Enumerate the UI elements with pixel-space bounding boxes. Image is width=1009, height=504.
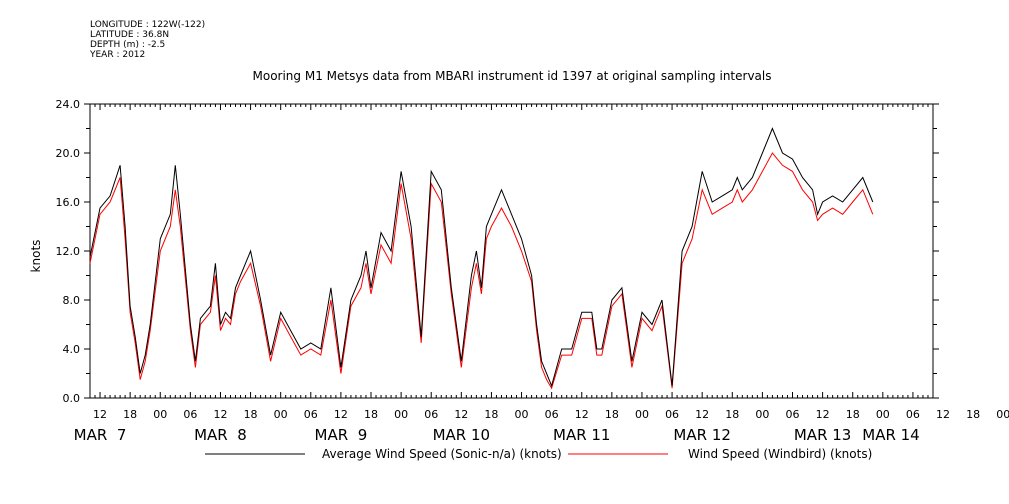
x-date-label: MAR 14 (862, 426, 919, 444)
x-date-label: MAR 8 (194, 426, 247, 444)
x-tick-label: 12 (575, 408, 589, 421)
x-tick-label: 06 (906, 408, 920, 421)
x-tick-label: 12 (334, 408, 348, 421)
x-tick-label: 06 (545, 408, 559, 421)
series-line-average-wind-speed (89, 127, 874, 388)
x-axis: 12 18 00 06 12 18 00 06 12 18 00 06 12 18 00 06 12 18 00 06… (74, 104, 1009, 444)
x-tick-label: 18 (123, 408, 137, 421)
x-tick-label: 12 (936, 408, 950, 421)
x-tick-label: 18 (966, 408, 980, 421)
x-tick-label: 12 (695, 408, 709, 421)
x-tick-label: 06 (424, 408, 438, 421)
series-line-windbird-wind-speed (89, 152, 874, 390)
x-tick-label: 00 (394, 408, 408, 421)
x-date-label: MAR 7 (74, 426, 127, 444)
x-tick-label: 18 (484, 408, 498, 421)
x-tick-label: 18 (846, 408, 860, 421)
x-tick-label: 00 (153, 408, 167, 421)
y-tick-label: 12.0 (56, 245, 81, 258)
y-tick-label: 4.0 (63, 343, 81, 356)
y-tick-label: 20.0 (56, 147, 81, 160)
y-tick-label: 0.0 (63, 392, 81, 405)
x-date-label: MAR 13 (794, 426, 851, 444)
x-tick-label: 12 (454, 408, 468, 421)
y-axis-label: knots (29, 240, 43, 273)
x-tick-label: 06 (304, 408, 318, 421)
x-tick-label: 00 (755, 408, 769, 421)
y-axis: 0.0 4.0 8.0 12.0 16.0 20.0 24.0 (56, 98, 939, 405)
legend-label-windbird: Wind Speed (Windbird) (knots) (688, 447, 872, 461)
y-tick-label: 24.0 (56, 98, 81, 111)
x-tick-label: 12 (816, 408, 830, 421)
x-date-label: MAR 9 (315, 426, 368, 444)
legend: Average Wind Speed (Sonic-n/a) (knots) W… (205, 447, 872, 461)
plot-frame (89, 103, 934, 399)
meta-depth: DEPTH (m) : -2.5 (90, 40, 166, 50)
y-tick-label: 16.0 (56, 196, 81, 209)
x-tick-label: 12 (93, 408, 107, 421)
series-layer (89, 127, 874, 390)
metadata-block: LONGITUDE : 122W(-122) LATITUDE : 36.8N … (90, 20, 205, 60)
meta-longitude: LONGITUDE : 122W(-122) (90, 20, 206, 30)
x-tick-label: 00 (515, 408, 529, 421)
x-tick-label: 00 (274, 408, 288, 421)
x-date-label: MAR 12 (673, 426, 730, 444)
x-date-label: MAR 10 (433, 426, 490, 444)
x-tick-label: 06 (665, 408, 679, 421)
x-tick-label: 18 (244, 408, 258, 421)
meta-year: YEAR : 2012 (90, 50, 146, 60)
x-tick-label: 00 (996, 408, 1009, 421)
x-date-label: MAR 11 (553, 426, 610, 444)
x-tick-label: 00 (876, 408, 890, 421)
x-tick-label: 18 (364, 408, 378, 421)
chart-title: Mooring M1 Metsys data from MBARI instru… (253, 69, 772, 83)
meta-latitude: LATITUDE : 36.8N (90, 30, 170, 40)
x-tick-label: 00 (635, 408, 649, 421)
y-tick-label: 8.0 (63, 294, 81, 307)
x-tick-label: 06 (183, 408, 197, 421)
x-tick-label: 12 (213, 408, 227, 421)
legend-label-average: Average Wind Speed (Sonic-n/a) (knots) (322, 447, 562, 461)
x-tick-label: 06 (786, 408, 800, 421)
x-tick-label: 18 (605, 408, 619, 421)
x-tick-label: 18 (725, 408, 739, 421)
